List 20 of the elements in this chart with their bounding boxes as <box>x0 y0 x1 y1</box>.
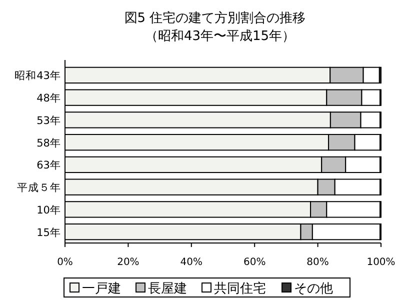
legend-label: 一戸建 <box>82 282 121 296</box>
y-tick-label: 63年 <box>36 160 61 172</box>
y-tick-label: 平成５年 <box>17 181 61 194</box>
chart-title: 図5 住宅の建て方別割合の推移 <box>124 10 306 26</box>
y-tick-label: 53年 <box>36 114 61 127</box>
y-tick-label: 58年 <box>36 137 61 150</box>
x-tick-label: 0% <box>57 257 73 268</box>
legend-label: その他 <box>294 282 333 296</box>
legend-label: 長屋建 <box>148 282 187 296</box>
y-tick-label: 10年 <box>36 204 61 216</box>
chart-subtitle: （昭和43年〜平成15年） <box>144 29 296 44</box>
legend-label: 共同住宅 <box>214 280 266 296</box>
x-tick-label: 40% <box>180 257 203 268</box>
x-tick-label: 80% <box>306 257 329 268</box>
y-tick-label: 昭和43年 <box>14 69 61 82</box>
x-tick-label: 20% <box>117 257 140 268</box>
x-tick-label: 100% <box>366 257 396 268</box>
y-tick-label: 48年 <box>36 92 61 105</box>
y-tick-label: 15年 <box>36 226 61 239</box>
x-tick-label: 60% <box>243 257 266 268</box>
